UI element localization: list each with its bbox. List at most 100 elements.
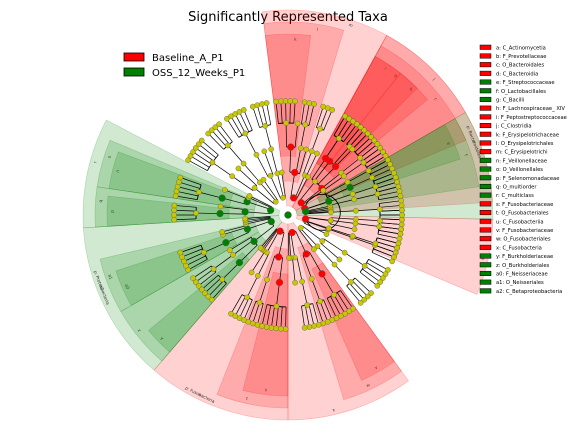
taxon-node	[399, 212, 405, 218]
tree-branch	[375, 181, 398, 189]
clade-node-u	[276, 227, 284, 235]
tree-branch	[198, 143, 217, 159]
tree-branch	[364, 265, 384, 279]
taxon-node	[398, 226, 404, 233]
taxon-node	[297, 145, 304, 152]
taxon-node	[374, 141, 381, 147]
taxon-node	[172, 193, 179, 199]
tree-branch	[263, 151, 274, 175]
taxon-node	[230, 252, 236, 258]
tree-branch	[295, 231, 307, 255]
clade-legend-swatch	[479, 44, 492, 50]
taxon-node	[368, 134, 374, 140]
taxon-node	[349, 191, 356, 197]
taxon-node	[242, 215, 248, 222]
taxon-node	[306, 100, 313, 106]
tree-branch	[222, 225, 247, 233]
tree-branch	[305, 209, 331, 214]
taxon-node	[396, 235, 403, 242]
tree-branch	[340, 290, 354, 309]
taxon-node	[372, 183, 379, 190]
tree-branch	[319, 301, 329, 322]
taxon-node	[195, 283, 202, 289]
tree-branch	[178, 181, 201, 189]
taxon-node	[352, 220, 359, 227]
tree-branch	[289, 147, 292, 173]
tree-branch	[174, 205, 197, 208]
tree-branch	[257, 303, 264, 325]
tree-branch	[259, 182, 277, 202]
taxon-node	[304, 302, 310, 308]
taxon-node	[227, 247, 233, 254]
tree-branch	[298, 229, 315, 250]
tree-branch	[261, 229, 278, 250]
clade-legend-swatch	[479, 175, 492, 181]
tree-branch	[343, 162, 364, 177]
taxon-node	[208, 127, 215, 134]
taxon-node	[395, 183, 402, 190]
tree-branch	[368, 159, 389, 171]
clade-sector-label-s: s	[265, 387, 268, 392]
tree-branch	[288, 232, 292, 258]
clade-sector-g	[295, 112, 494, 220]
taxon-node	[395, 240, 402, 247]
tree-branch	[379, 226, 402, 230]
clade-legend-label: p: F_Selenomonadaceae	[496, 176, 559, 182]
taxon-node	[348, 279, 354, 285]
tree-branch	[362, 268, 381, 283]
tree-branch	[266, 102, 272, 125]
tree-branch	[303, 222, 327, 235]
tree-branch	[296, 256, 303, 282]
tree-branch	[379, 218, 402, 221]
taxon-node	[357, 155, 363, 161]
tree-branch	[362, 147, 381, 162]
tree-branch	[239, 244, 258, 263]
tree-branch	[323, 299, 333, 321]
tree-branch	[328, 228, 353, 238]
clade-sector-label-r: r	[92, 160, 97, 163]
tree-branch	[325, 138, 340, 159]
tree-branch	[222, 262, 240, 280]
tree-branch	[229, 236, 252, 251]
tree-branch	[354, 193, 378, 200]
tree-branch	[352, 237, 375, 246]
taxon-node	[273, 325, 279, 332]
tree-branch	[263, 229, 279, 251]
tree-branch	[316, 302, 324, 324]
tree-branch	[246, 275, 259, 298]
tree-branch	[227, 145, 244, 164]
tree-branch	[317, 246, 335, 265]
taxon-node	[228, 310, 234, 317]
clade-sector-label-h: h	[408, 87, 414, 93]
clade-legend-label: t: O_Fusobacteriales	[496, 211, 549, 217]
tree-branch	[290, 232, 296, 258]
tree-branch	[177, 186, 199, 193]
clade-legend-swatch	[479, 131, 492, 137]
tree-branch	[198, 271, 217, 287]
tree-branch	[320, 242, 340, 260]
tree-branch	[329, 223, 355, 230]
tree-branch	[175, 195, 198, 201]
tree-branch	[305, 211, 331, 215]
taxon-node	[360, 159, 367, 166]
taxon-node	[311, 246, 317, 253]
tree-branch	[211, 283, 227, 300]
tree-branch	[195, 147, 214, 162]
clade-legend-label: j: C_Clostridia	[495, 124, 532, 130]
tree-branch	[305, 216, 331, 221]
tree-branch	[196, 212, 221, 214]
tree-branch	[373, 248, 395, 258]
tree-branch	[190, 155, 210, 168]
tree-branch	[333, 116, 346, 136]
tree-branch	[238, 168, 257, 186]
taxon-node	[351, 196, 358, 203]
taxon-node	[398, 221, 405, 228]
tree-branch	[352, 133, 369, 150]
tree-branch	[231, 175, 253, 191]
tree-branch	[266, 305, 272, 328]
taxon-node	[240, 160, 247, 167]
taxon-node	[377, 206, 383, 213]
tree-branch	[377, 190, 400, 197]
tree-branch	[329, 199, 355, 206]
taxon-node	[257, 245, 264, 251]
